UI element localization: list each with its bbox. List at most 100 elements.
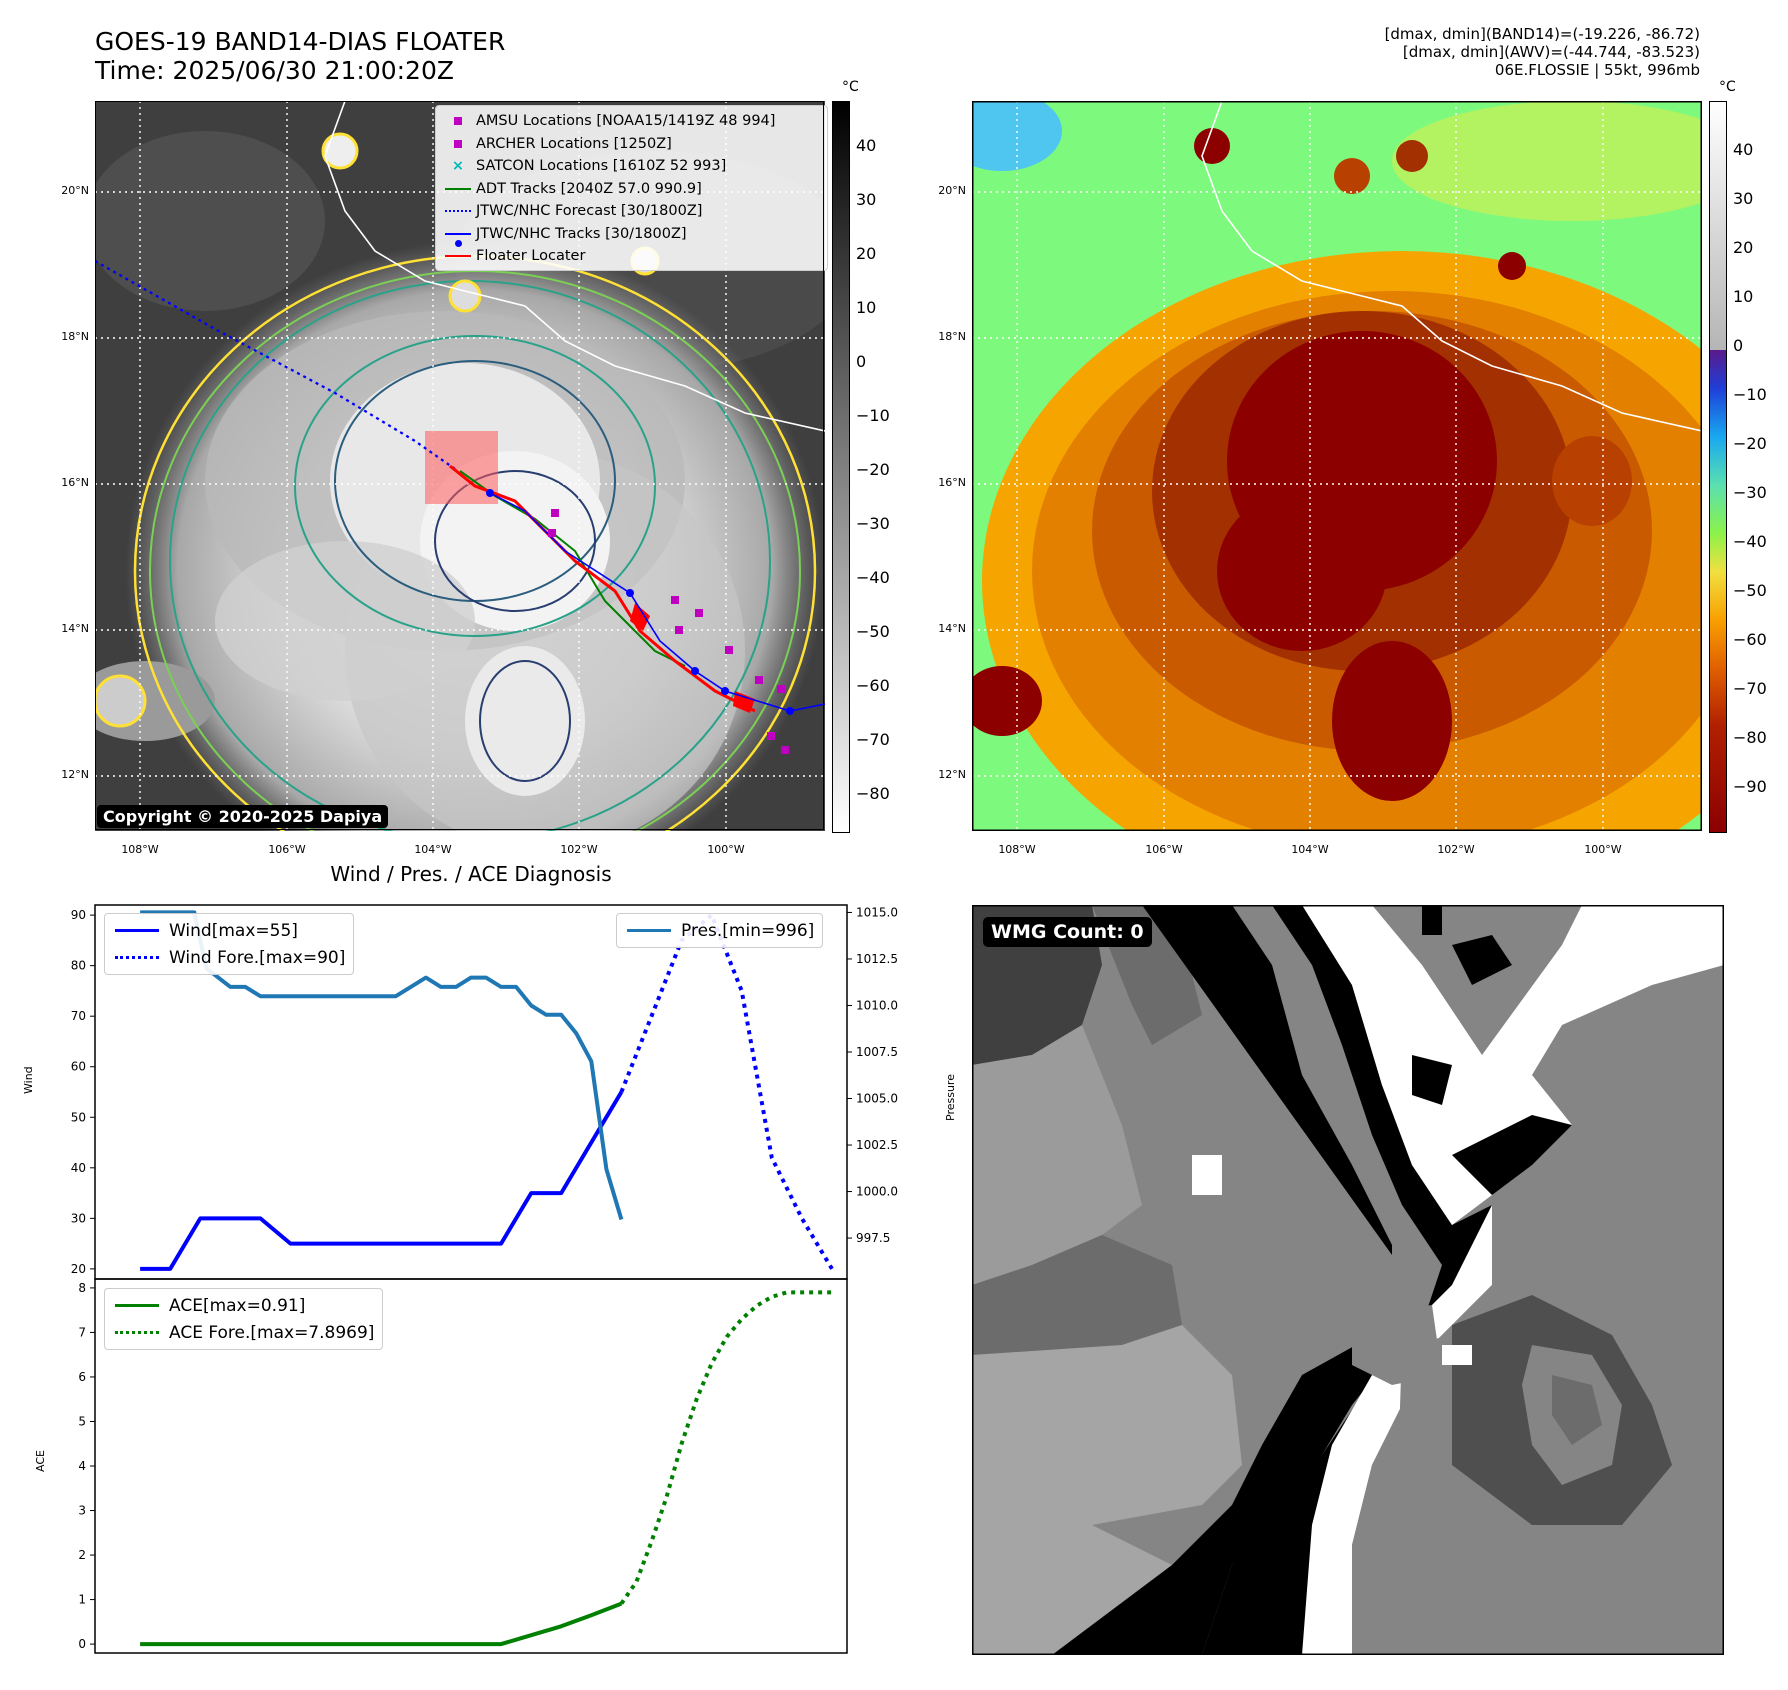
latitude-label: 18°N	[61, 330, 89, 343]
legend-label: Pres.[min=996]	[681, 920, 815, 941]
latitude-label: 12°N	[61, 768, 89, 781]
ace-tick-label: 6	[78, 1370, 86, 1384]
blue-line-dot-icon	[440, 232, 476, 247]
wind-tick-label: 70	[71, 1009, 86, 1023]
legend-label: Floater Locater	[476, 248, 586, 265]
pressure-tick-label: 1015.0	[856, 905, 898, 919]
figure-title: GOES-19 BAND14-DIAS FLOATER Time: 2025/0…	[95, 27, 505, 85]
copyright-label: Copyright © 2020-2025 Dapiya	[97, 805, 389, 828]
blue-dotted-line-icon	[440, 210, 476, 213]
red-line-icon	[440, 255, 476, 258]
green-line-icon	[113, 1304, 161, 1307]
latitude-label: 14°N	[61, 622, 89, 635]
legend-item-adt: ADT Tracks [2040Z 57.0 990.9]	[440, 178, 823, 201]
ir-colorbar	[832, 101, 850, 833]
ace-legend: ACE[max=0.91] ACE Fore.[max=7.8969]	[104, 1288, 384, 1350]
legend-label: JTWC/NHC Forecast [30/1800Z]	[476, 203, 703, 220]
pressure-legend: Pres.[min=996]	[616, 913, 824, 948]
awv-colorbar-tick: 40	[1733, 140, 1754, 159]
awv-satellite-panel[interactable]	[942, 91, 1788, 911]
awv-colorbar-tick: −50	[1733, 581, 1767, 600]
legend-label: JTWC/NHC Tracks [30/1800Z]	[476, 225, 687, 242]
ir-colorbar-tick: −20	[856, 460, 890, 479]
ir-satellite-panel[interactable]: AMSU Locations [NOAA15/1419Z 48 994] ARC…	[75, 100, 855, 901]
ir-colorbar-unit: °C	[842, 79, 859, 95]
blue-dotted-line-icon	[113, 956, 161, 959]
steelblue-line-icon	[625, 929, 673, 932]
awv-colorbar-tick: −60	[1733, 630, 1767, 649]
longitude-label: 106°W	[268, 843, 306, 856]
wind-legend: Wind[max=55] Wind Fore.[max=90]	[104, 913, 355, 975]
legend-label: Wind Fore.[max=90]	[169, 947, 346, 968]
legend-item-forecast: JTWC/NHC Forecast [30/1800Z]	[440, 200, 823, 223]
magenta-square-icon	[440, 117, 476, 126]
ace-tick-label: 3	[78, 1504, 86, 1518]
legend-item-archer: ARCHER Locations [1250Z]	[440, 133, 823, 156]
awv-colorbar-tick: 20	[1733, 238, 1754, 257]
longitude-label: 104°W	[414, 843, 452, 856]
blue-line-icon	[113, 929, 161, 932]
intensity-stats: [dmax, dmin](BAND14)=(-19.226, -86.72) […	[1385, 25, 1700, 79]
legend-label: ACE Fore.[max=7.8969]	[169, 1322, 375, 1343]
ace-tick-label: 5	[78, 1414, 86, 1428]
legend-item-pressure: Pres.[min=996]	[625, 917, 814, 944]
legend-label: ACE[max=0.91]	[169, 1295, 306, 1316]
longitude-label: 108°W	[121, 843, 159, 856]
wmg-panel[interactable]: WMG Count: 0	[972, 905, 1724, 1655]
legend-item-satcon: × SATCON Locations [1610Z 52 993]	[440, 155, 823, 178]
title-line1: GOES-19 BAND14-DIAS FLOATER	[95, 27, 506, 56]
pressure-tick-label: 1000.0	[856, 1185, 898, 1199]
ir-colorbar-tick: −70	[856, 730, 890, 749]
ir-colorbar-tick: 20	[856, 244, 877, 263]
wind-tick-label: 30	[71, 1211, 86, 1225]
legend-item-amsu: AMSU Locations [NOAA15/1419Z 48 994]	[440, 110, 823, 133]
longitude-label: 102°W	[560, 843, 598, 856]
green-line-icon	[440, 187, 476, 190]
wind-tick-label: 90	[71, 908, 86, 922]
latitude-label: 14°N	[938, 622, 966, 635]
awv-colorbar-tick: −70	[1733, 679, 1767, 698]
pressure-tick-label: 1002.5	[856, 1138, 898, 1152]
longitude-label: 100°W	[707, 843, 745, 856]
diagnosis-title: Wind / Pres. / ACE Diagnosis	[330, 862, 612, 886]
ace-tick-label: 0	[78, 1637, 86, 1651]
legend-label: ARCHER Locations [1250Z]	[476, 135, 672, 152]
wind-tick-label: 40	[71, 1161, 86, 1175]
awv-colorbar-tick: 30	[1733, 189, 1754, 208]
ace-tick-label: 4	[78, 1459, 86, 1473]
ir-panel-frame	[95, 101, 824, 830]
magenta-square-icon	[440, 139, 476, 148]
pressure-tick-label: 1012.5	[856, 952, 898, 966]
ir-colorbar-tick: −50	[856, 622, 890, 641]
legend-item-ace-forecast: ACE Fore.[max=7.8969]	[113, 1319, 374, 1346]
longitude-label: 108°W	[998, 843, 1036, 856]
ir-colorbar-tick: 0	[856, 352, 867, 371]
legend-label: AMSU Locations [NOAA15/1419Z 48 994]	[476, 113, 776, 130]
legend-label: SATCON Locations [1610Z 52 993]	[476, 158, 727, 175]
longitude-label: 106°W	[1145, 843, 1183, 856]
latitude-label: 16°N	[61, 476, 89, 489]
ir-colorbar-tick: −80	[856, 784, 890, 803]
legend-label: ADT Tracks [2040Z 57.0 990.9]	[476, 180, 702, 197]
longitude-label: 102°W	[1437, 843, 1475, 856]
ir-colorbar-tick: 10	[856, 298, 877, 317]
ace-tick-label: 8	[78, 1281, 86, 1295]
ir-colorbar-tick: −60	[856, 676, 890, 695]
pressure-tick-label: 1005.0	[856, 1092, 898, 1106]
ace-tick-label: 2	[78, 1548, 86, 1562]
wind-line	[140, 1090, 624, 1271]
legend-item-ace: ACE[max=0.91]	[113, 1292, 374, 1319]
wmg-image	[972, 905, 1724, 1655]
ace-tick-label: 7	[78, 1325, 86, 1339]
latitude-label: 16°N	[938, 476, 966, 489]
legend-item-wind-forecast: Wind Fore.[max=90]	[113, 944, 345, 971]
wind-tick-label: 20	[71, 1262, 86, 1276]
pressure-line	[140, 910, 624, 1221]
ace-forecast-line	[619, 1290, 832, 1605]
stats-line1: [dmax, dmin](BAND14)=(-19.226, -86.72)	[1384, 25, 1700, 43]
pressure-tick-label: 997.5	[856, 1231, 890, 1245]
awv-colorbar-tick: 10	[1733, 287, 1754, 306]
wind-tick-label: 60	[71, 1060, 86, 1074]
ir-colorbar-tick: −40	[856, 568, 890, 587]
